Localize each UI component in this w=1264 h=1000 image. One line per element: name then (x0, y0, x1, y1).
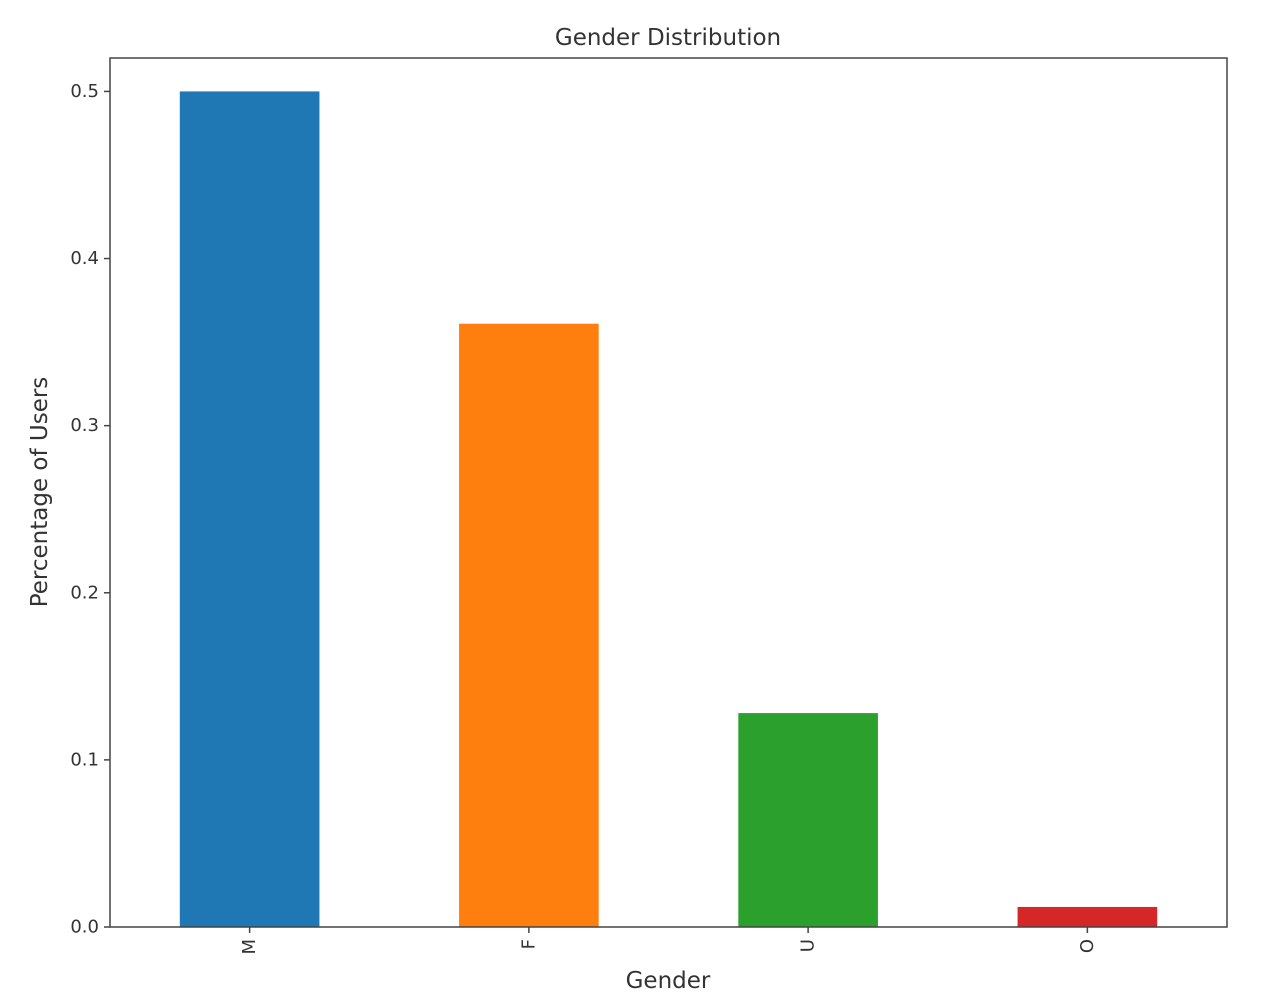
bar-o (1017, 906, 1158, 927)
y-axis-ticks: 0.0 0.1 0.2 0.3 0.4 0.5 (70, 81, 110, 938)
bar-f (459, 323, 599, 927)
x-tick-label: U (798, 939, 819, 952)
bar-m (179, 91, 320, 927)
bars-group (179, 91, 1158, 927)
y-tick-label: 0.4 (70, 248, 99, 269)
plot-frame (109, 57, 1228, 928)
bar-u (738, 713, 878, 927)
x-tick-label: O (1077, 939, 1098, 953)
x-tick-label: F (518, 939, 539, 949)
chart-title: Gender Distribution (555, 25, 781, 51)
y-tick-label: 0.3 (70, 415, 99, 436)
x-tick-label: M (239, 939, 260, 955)
y-tick-label: 0.5 (70, 81, 99, 102)
y-tick-label: 0.1 (70, 749, 99, 770)
y-axis-label: Percentage of Users (27, 377, 53, 608)
y-tick-label: 0.0 (70, 917, 99, 938)
y-tick-label: 0.2 (70, 582, 99, 603)
x-axis-label: Gender (626, 968, 711, 994)
